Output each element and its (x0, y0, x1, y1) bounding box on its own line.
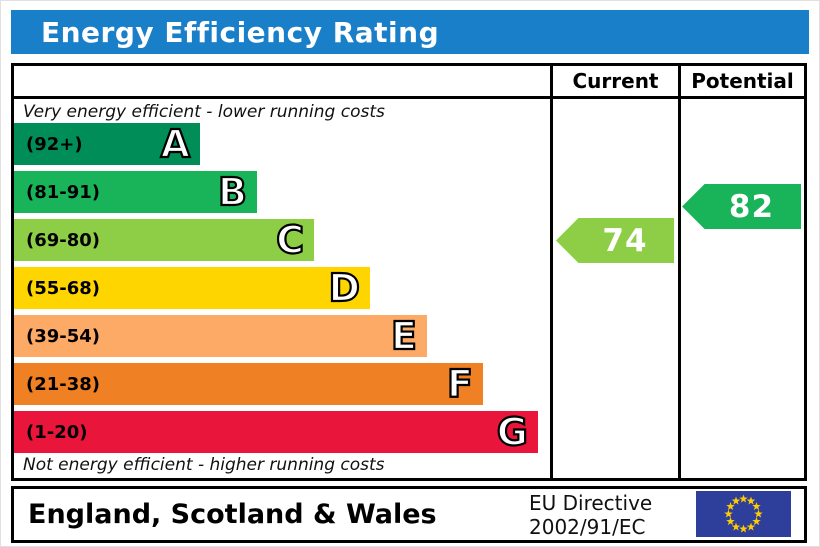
rating-chart: Current Potential Very energy efficient … (11, 63, 807, 481)
current-rating-value: 74 (602, 222, 648, 259)
band-range-label: (39-54) (26, 325, 101, 347)
band-letter-f: F (446, 362, 474, 406)
column-divider-potential (678, 66, 681, 478)
potential-rating-arrow: 82 (682, 184, 801, 229)
band-bar-g: (1-20) G (14, 411, 538, 453)
band-bar-c: (69-80) C (14, 219, 314, 261)
band-letter-g: G (496, 410, 529, 454)
footer-bar: England, Scotland & Wales EU Directive 2… (11, 486, 807, 543)
eu-directive-line2: 2002/91/EC (529, 515, 646, 539)
band-range-label: (55-68) (26, 277, 101, 299)
potential-rating-value: 82 (728, 188, 775, 225)
band-letter-b: B (217, 170, 248, 214)
band-bar-d: (55-68) D (14, 267, 370, 309)
band-letter-a: A (159, 122, 191, 166)
eu-directive-label: EU Directive 2002/91/EC (529, 491, 652, 539)
column-header-potential: Potential (691, 69, 794, 93)
column-header-current: Current (572, 69, 659, 93)
band-bar-a: (92+) A (14, 123, 200, 165)
caption-not-efficient: Not energy efficient - higher running co… (23, 455, 385, 475)
band-range-label: (92+) (26, 133, 83, 155)
region-label: England, Scotland & Wales (28, 499, 437, 530)
caption-very-efficient: Very energy efficient - lower running co… (23, 102, 385, 122)
column-divider-current (550, 66, 553, 478)
title-bar: Energy Efficiency Rating (11, 10, 809, 54)
header-divider-line (14, 96, 804, 99)
band-range-label: (81-91) (26, 181, 101, 203)
band-bar-b: (81-91) B (14, 171, 257, 213)
eu-flag-icon (696, 491, 791, 537)
current-rating-arrow: 74 (556, 218, 674, 263)
band-bar-e: (39-54) E (14, 315, 427, 357)
eu-directive-line1: EU Directive (529, 491, 653, 515)
band-letter-c: C (275, 218, 305, 262)
band-range-label: (1-20) (26, 421, 88, 443)
band-range-label: (69-80) (26, 229, 101, 251)
band-letter-e: E (390, 314, 418, 358)
band-letter-d: D (327, 266, 361, 310)
page-title: Energy Efficiency Rating (41, 15, 440, 49)
band-range-label: (21-38) (26, 373, 101, 395)
band-bar-f: (21-38) F (14, 363, 483, 405)
